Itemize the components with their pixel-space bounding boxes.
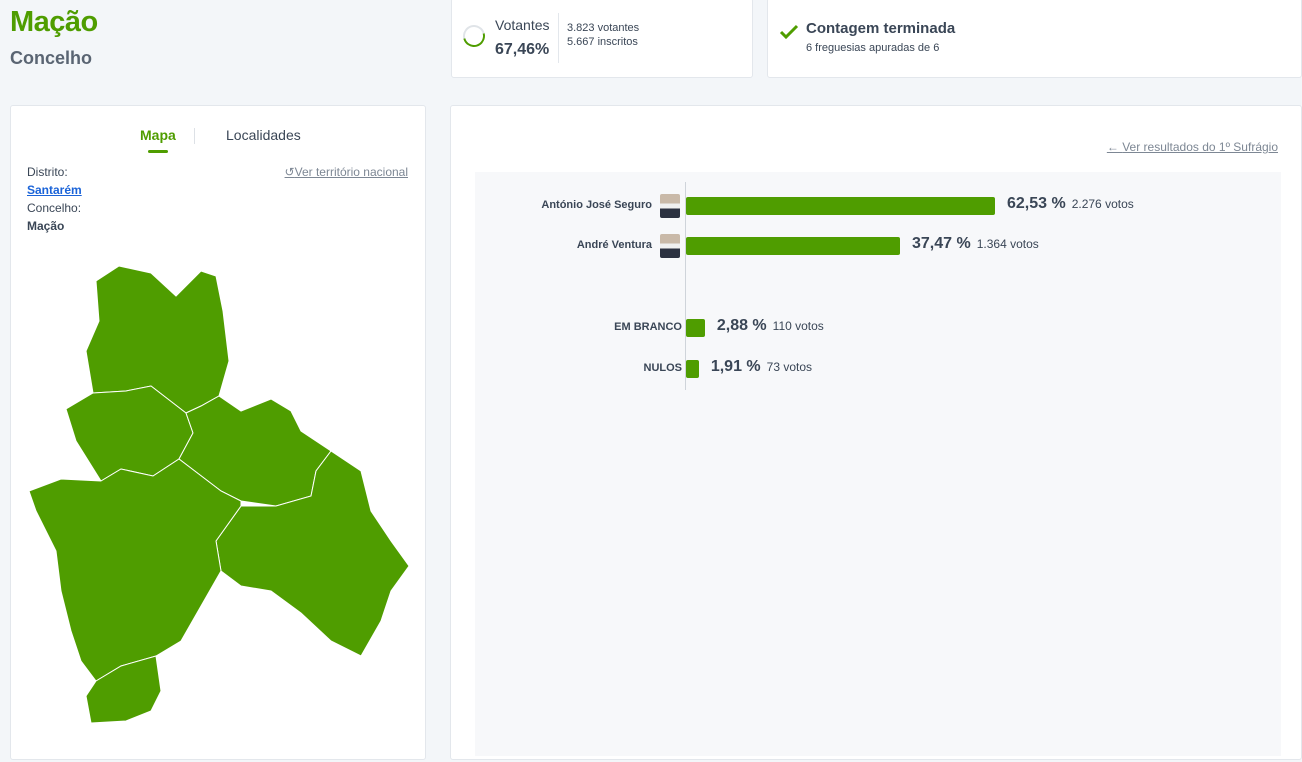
- turnout-card: Votantes 67,46% 3.823 votantes 5.667 ins…: [451, 0, 753, 78]
- result-bar: [686, 319, 705, 337]
- result-bar: [686, 360, 699, 378]
- parish-east: [215, 450, 410, 657]
- result-votes: 73 votos: [766, 360, 813, 374]
- municipality-map[interactable]: [11, 256, 421, 731]
- status-title: Contagem terminada: [806, 20, 956, 37]
- result-value: 1,91 % 73 votos: [711, 358, 812, 376]
- candidate-row: André Ventura 37,47 % 1.364 votos: [475, 234, 1281, 258]
- candidate-name: António José Seguro: [541, 199, 652, 211]
- turnout-label: Votantes: [495, 17, 550, 33]
- undo-icon: ↺: [284, 165, 295, 179]
- turnout-percent: 67,46%: [495, 41, 550, 58]
- other-row: NULOS 1,91 % 73 votos: [475, 357, 1281, 381]
- district-link[interactable]: Santarém: [27, 183, 82, 197]
- result-value: 2,88 % 110 votos: [717, 317, 824, 335]
- first-round-link-label: Ver resultados do 1º Sufrágio: [1122, 140, 1278, 154]
- count-status-card: Contagem terminada 6 freguesias apuradas…: [767, 0, 1302, 78]
- result-percent: 2,88 %: [716, 317, 767, 334]
- tab-localidades[interactable]: Localidades: [226, 127, 301, 143]
- candidate-name: André Ventura: [576, 239, 652, 251]
- municipality-label: Concelho:: [27, 201, 82, 215]
- turnout-ring-icon: [458, 20, 490, 52]
- page-title: Mação: [10, 6, 98, 38]
- chart-axis: [685, 182, 686, 390]
- page-subtitle: Concelho: [10, 48, 93, 68]
- parish-southwest: [28, 458, 242, 682]
- results-chart: António José Seguro 62,53 % 2.276 votos A…: [475, 172, 1281, 756]
- result-votes: 1.364 votos: [976, 237, 1039, 251]
- other-row: EM BRANCO 2,88 % 110 votos: [475, 316, 1281, 340]
- registered-count: 5.667 inscritos: [567, 36, 638, 48]
- result-percent: 62,53 %: [1006, 195, 1066, 212]
- results-panel: ← Ver resultados do 1º Sufrágio António …: [450, 105, 1302, 760]
- tab-mapa[interactable]: Mapa: [140, 127, 176, 153]
- result-percent: 1,91 %: [710, 358, 761, 375]
- municipality-value: Mação: [27, 219, 65, 233]
- candidate-row: António José Seguro 62,53 % 2.276 votos: [475, 194, 1281, 218]
- result-votes: 2.276 votos: [1071, 197, 1134, 211]
- result-value: 62,53 % 2.276 votos: [1007, 195, 1134, 213]
- district-label: Distrito:: [27, 165, 68, 179]
- candidate-photo: [660, 234, 680, 258]
- result-value: 37,47 % 1.364 votos: [912, 235, 1039, 253]
- other-name: NULOS: [643, 362, 683, 374]
- other-name: EM BRANCO: [614, 321, 682, 333]
- first-round-link[interactable]: ← Ver resultados do 1º Sufrágio: [1107, 140, 1278, 154]
- candidate-photo: [660, 194, 680, 218]
- check-icon: [779, 24, 799, 40]
- map-panel: Mapa Localidades ↺Ver território naciona…: [10, 105, 426, 760]
- tab-divider: [194, 128, 195, 144]
- result-bar: [686, 237, 900, 255]
- national-territory-link-label: Ver território nacional: [294, 165, 408, 179]
- status-subtitle: 6 freguesias apuradas de 6: [806, 42, 940, 54]
- parish-south: [85, 655, 162, 724]
- divider: [558, 13, 559, 63]
- arrow-left-icon: ←: [1106, 140, 1123, 154]
- result-percent: 37,47 %: [912, 235, 971, 252]
- result-votes: 110 votos: [772, 319, 824, 333]
- national-territory-link[interactable]: ↺Ver território nacional: [285, 165, 408, 179]
- voters-count: 3.823 votantes: [567, 22, 640, 34]
- result-bar: [686, 197, 995, 215]
